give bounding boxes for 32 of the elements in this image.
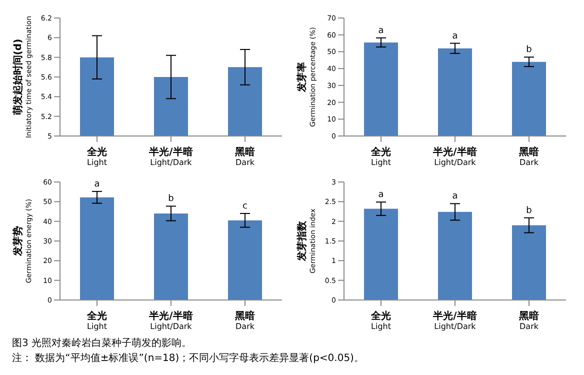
x-tick-label: 全光 Light <box>370 310 391 331</box>
annotation: a <box>94 179 100 190</box>
bar <box>438 212 472 300</box>
x-tick-label: 黑暗 Dark <box>518 310 539 331</box>
bar <box>512 225 546 300</box>
x-tick-label: 全光 Light <box>370 146 391 167</box>
bar <box>228 220 262 300</box>
bar <box>438 48 472 136</box>
annotation: b <box>526 206 532 216</box>
bar <box>364 42 398 136</box>
annotation: b <box>526 45 532 56</box>
bar <box>80 197 114 300</box>
x-tick-label: 全光 Light <box>86 146 107 167</box>
text: 图3 光照对秦岭岩白菜种子萌发的影响。 <box>12 336 193 351</box>
x-tick-label: 全光 Light <box>86 310 107 331</box>
annotation: a <box>378 26 384 36</box>
text: 注： 数据为“平均值±标准误”(n=18)；不同小写字母表示差异显著(p<0.05)。 <box>12 352 365 366</box>
bar <box>512 62 546 136</box>
x-tick-label: 半光/半暗 Light/Dark <box>432 146 477 167</box>
annotation: b <box>168 194 174 204</box>
x-tick-label: 半光/半暗 Light/Dark <box>432 310 477 331</box>
annotation: a <box>452 192 458 202</box>
x-tick-label: 黑暗 Dark <box>234 146 255 167</box>
x-tick-label: 半光/半暗 Light/Dark <box>148 310 193 331</box>
x-tick-label: 半光/半暗 Light/Dark <box>148 146 193 167</box>
annotation: c <box>242 201 248 212</box>
x-tick-label: 黑暗 Dark <box>234 310 255 331</box>
bar <box>154 213 188 300</box>
bar <box>364 208 398 300</box>
annotation: a <box>452 31 458 42</box>
x-tick-label: 黑暗 Dark <box>518 146 539 167</box>
annotation: a <box>378 190 384 200</box>
